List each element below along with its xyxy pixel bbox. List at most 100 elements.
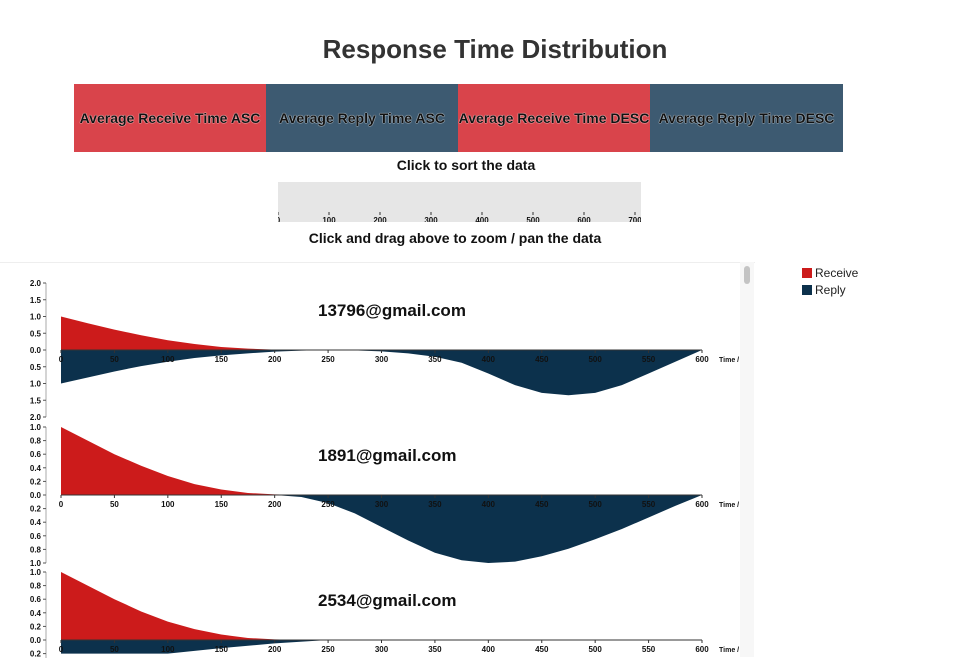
x-tick-label: 100 (161, 500, 175, 509)
x-tick-label: 500 (588, 645, 602, 654)
y-tick-label: 0.0 (30, 491, 42, 500)
y-tick-label: 0.4 (30, 464, 42, 473)
chart-title: 1891@gmail.com (318, 446, 456, 465)
area-receive (61, 572, 329, 640)
x-tick-label: 600 (695, 500, 709, 509)
area-receive (61, 316, 329, 350)
brush-tick-label: 500 (526, 216, 540, 222)
page-title: Response Time Distribution (322, 34, 668, 64)
x-tick-label: 350 (428, 355, 442, 364)
x-tick-label: 50 (110, 500, 119, 509)
y-tick-label: 1.0 (30, 313, 42, 322)
x-tick-label: 600 (695, 645, 709, 654)
x-tick-label: 150 (215, 500, 229, 509)
brush-axis: 0 100 200 300 400 500 600 700 (276, 212, 642, 225)
legend-item-reply: Reply (802, 281, 858, 298)
brush-tick-label: 200 (373, 216, 387, 222)
y-tick-label: 0.0 (30, 346, 42, 355)
legend-swatch-receive (802, 267, 812, 278)
y-tick-label: 0.8 (30, 545, 42, 554)
y-tick-label: 0.4 (30, 609, 42, 618)
y-tick-label: 0.8 (30, 582, 42, 591)
brush-tick-label: 600 (577, 216, 591, 222)
y-tick-label: 0.8 (30, 437, 42, 446)
x-tick-label: 450 (535, 500, 549, 509)
y-tick-label: 0.2 (30, 477, 42, 486)
x-tick-label: 300 (375, 355, 389, 364)
x-tick-label: 300 (375, 500, 389, 509)
zoom-hint: Click and drag above to zoom / pan the d… (308, 230, 602, 246)
x-tick-label: 400 (482, 645, 496, 654)
x-tick-label: 300 (375, 645, 389, 654)
y-tick-label: 1.0 (30, 559, 42, 568)
x-tick-label: 550 (642, 645, 656, 654)
sort-reply-asc-button[interactable]: Average Reply Time ASC (266, 84, 458, 152)
area-reply (61, 350, 702, 396)
sort-receive-desc-button[interactable]: Average Receive Time DESC (458, 84, 650, 152)
y-tick-label: 0.2 (30, 622, 42, 631)
y-tick-label: 0.6 (30, 595, 42, 604)
sort-hint: Click to sort the data (396, 157, 536, 173)
y-tick-label: 0.2 (30, 505, 42, 514)
x-tick-label: 250 (321, 500, 335, 509)
chart-title: 2534@gmail.com (318, 591, 456, 610)
legend-item-receive: Receive (802, 264, 858, 281)
legend-label-reply: Reply (815, 282, 846, 297)
x-tick-label: 600 (695, 355, 709, 364)
y-tick-label: 0.6 (30, 450, 42, 459)
x-tick-label: 250 (321, 355, 335, 364)
x-tick-label: 150 (215, 645, 229, 654)
x-tick-label: 150 (215, 355, 229, 364)
x-tick-label: 400 (482, 500, 496, 509)
sort-receive-asc-button[interactable]: Average Receive Time ASC (74, 84, 266, 152)
response-chart-3: 1.0 0.8 0.6 0.4 0.2 0.0 0.2 0 50 100 150 200 250 300 3… (30, 568, 739, 658)
x-tick-label: 550 (642, 500, 656, 509)
sort-reply-desc-button[interactable]: Average Reply Time DESC (650, 84, 843, 152)
y-tick-label: 1.0 (30, 568, 42, 577)
legend: Receive Reply (802, 264, 858, 298)
response-chart-1: 2.0 1.5 1.0 0.5 0.0 0.5 1.0 1.5 2.0 0 50 100 150 200 2… (30, 279, 739, 422)
x-axis-label: Time / (719, 647, 739, 654)
area-reply (274, 495, 702, 563)
y-tick-label: 1.5 (30, 296, 42, 305)
y-tick-label: 0.2 (30, 650, 42, 658)
y-tick-label: 0.6 (30, 532, 42, 541)
x-tick-label: 200 (268, 355, 282, 364)
x-tick-label: 0 (59, 500, 64, 509)
y-tick-label: 1.0 (30, 380, 42, 389)
x-tick-label: 350 (428, 500, 442, 509)
x-axis-label: Time / (719, 502, 739, 509)
x-tick-label: 500 (588, 355, 602, 364)
legend-swatch-reply (802, 284, 812, 295)
y-tick-label: 0.5 (30, 363, 42, 372)
brush-tick-label: 300 (424, 216, 438, 222)
x-tick-label: 0 (59, 645, 64, 654)
x-tick-label: 200 (268, 645, 282, 654)
x-tick-label: 450 (535, 355, 549, 364)
y-tick-label: 0.0 (30, 636, 42, 645)
brush-tick-label: 0 (278, 216, 281, 222)
y-tick-label: 1.0 (30, 423, 42, 432)
x-tick-label: 250 (321, 645, 335, 654)
x-tick-label: 550 (642, 355, 656, 364)
x-tick-label: 0 (59, 355, 64, 364)
scrollbar-thumb[interactable] (744, 266, 750, 284)
brush-tick-label: 700 (628, 216, 641, 222)
y-tick-label: 2.0 (30, 279, 42, 288)
sort-button-bar: Average Receive Time ASC Average Reply T… (74, 84, 843, 152)
x-tick-label: 50 (110, 645, 119, 654)
scrollbar[interactable] (740, 262, 754, 657)
y-tick-label: 0.4 (30, 518, 42, 527)
x-tick-label: 50 (110, 355, 119, 364)
y-tick-label: 1.5 (30, 396, 42, 405)
zoom-brush[interactable]: 0 100 200 300 400 500 600 700 (276, 182, 642, 225)
x-tick-label: 500 (588, 500, 602, 509)
response-chart-2: 1.0 0.8 0.6 0.4 0.2 0.0 0.2 0.4 0.6 0.8 1.0 0 50 100 1… (30, 423, 739, 568)
x-tick-label: 400 (482, 355, 496, 364)
x-axis-label: Time / (719, 357, 739, 364)
x-tick-label: 350 (428, 645, 442, 654)
x-tick-label: 200 (268, 500, 282, 509)
chart-scroll-panel[interactable]: 2.0 1.5 1.0 0.5 0.0 0.5 1.0 1.5 2.0 0 50 100 150 200 2… (0, 262, 755, 658)
x-tick-label: 100 (161, 645, 175, 654)
legend-label-receive: Receive (815, 265, 859, 280)
